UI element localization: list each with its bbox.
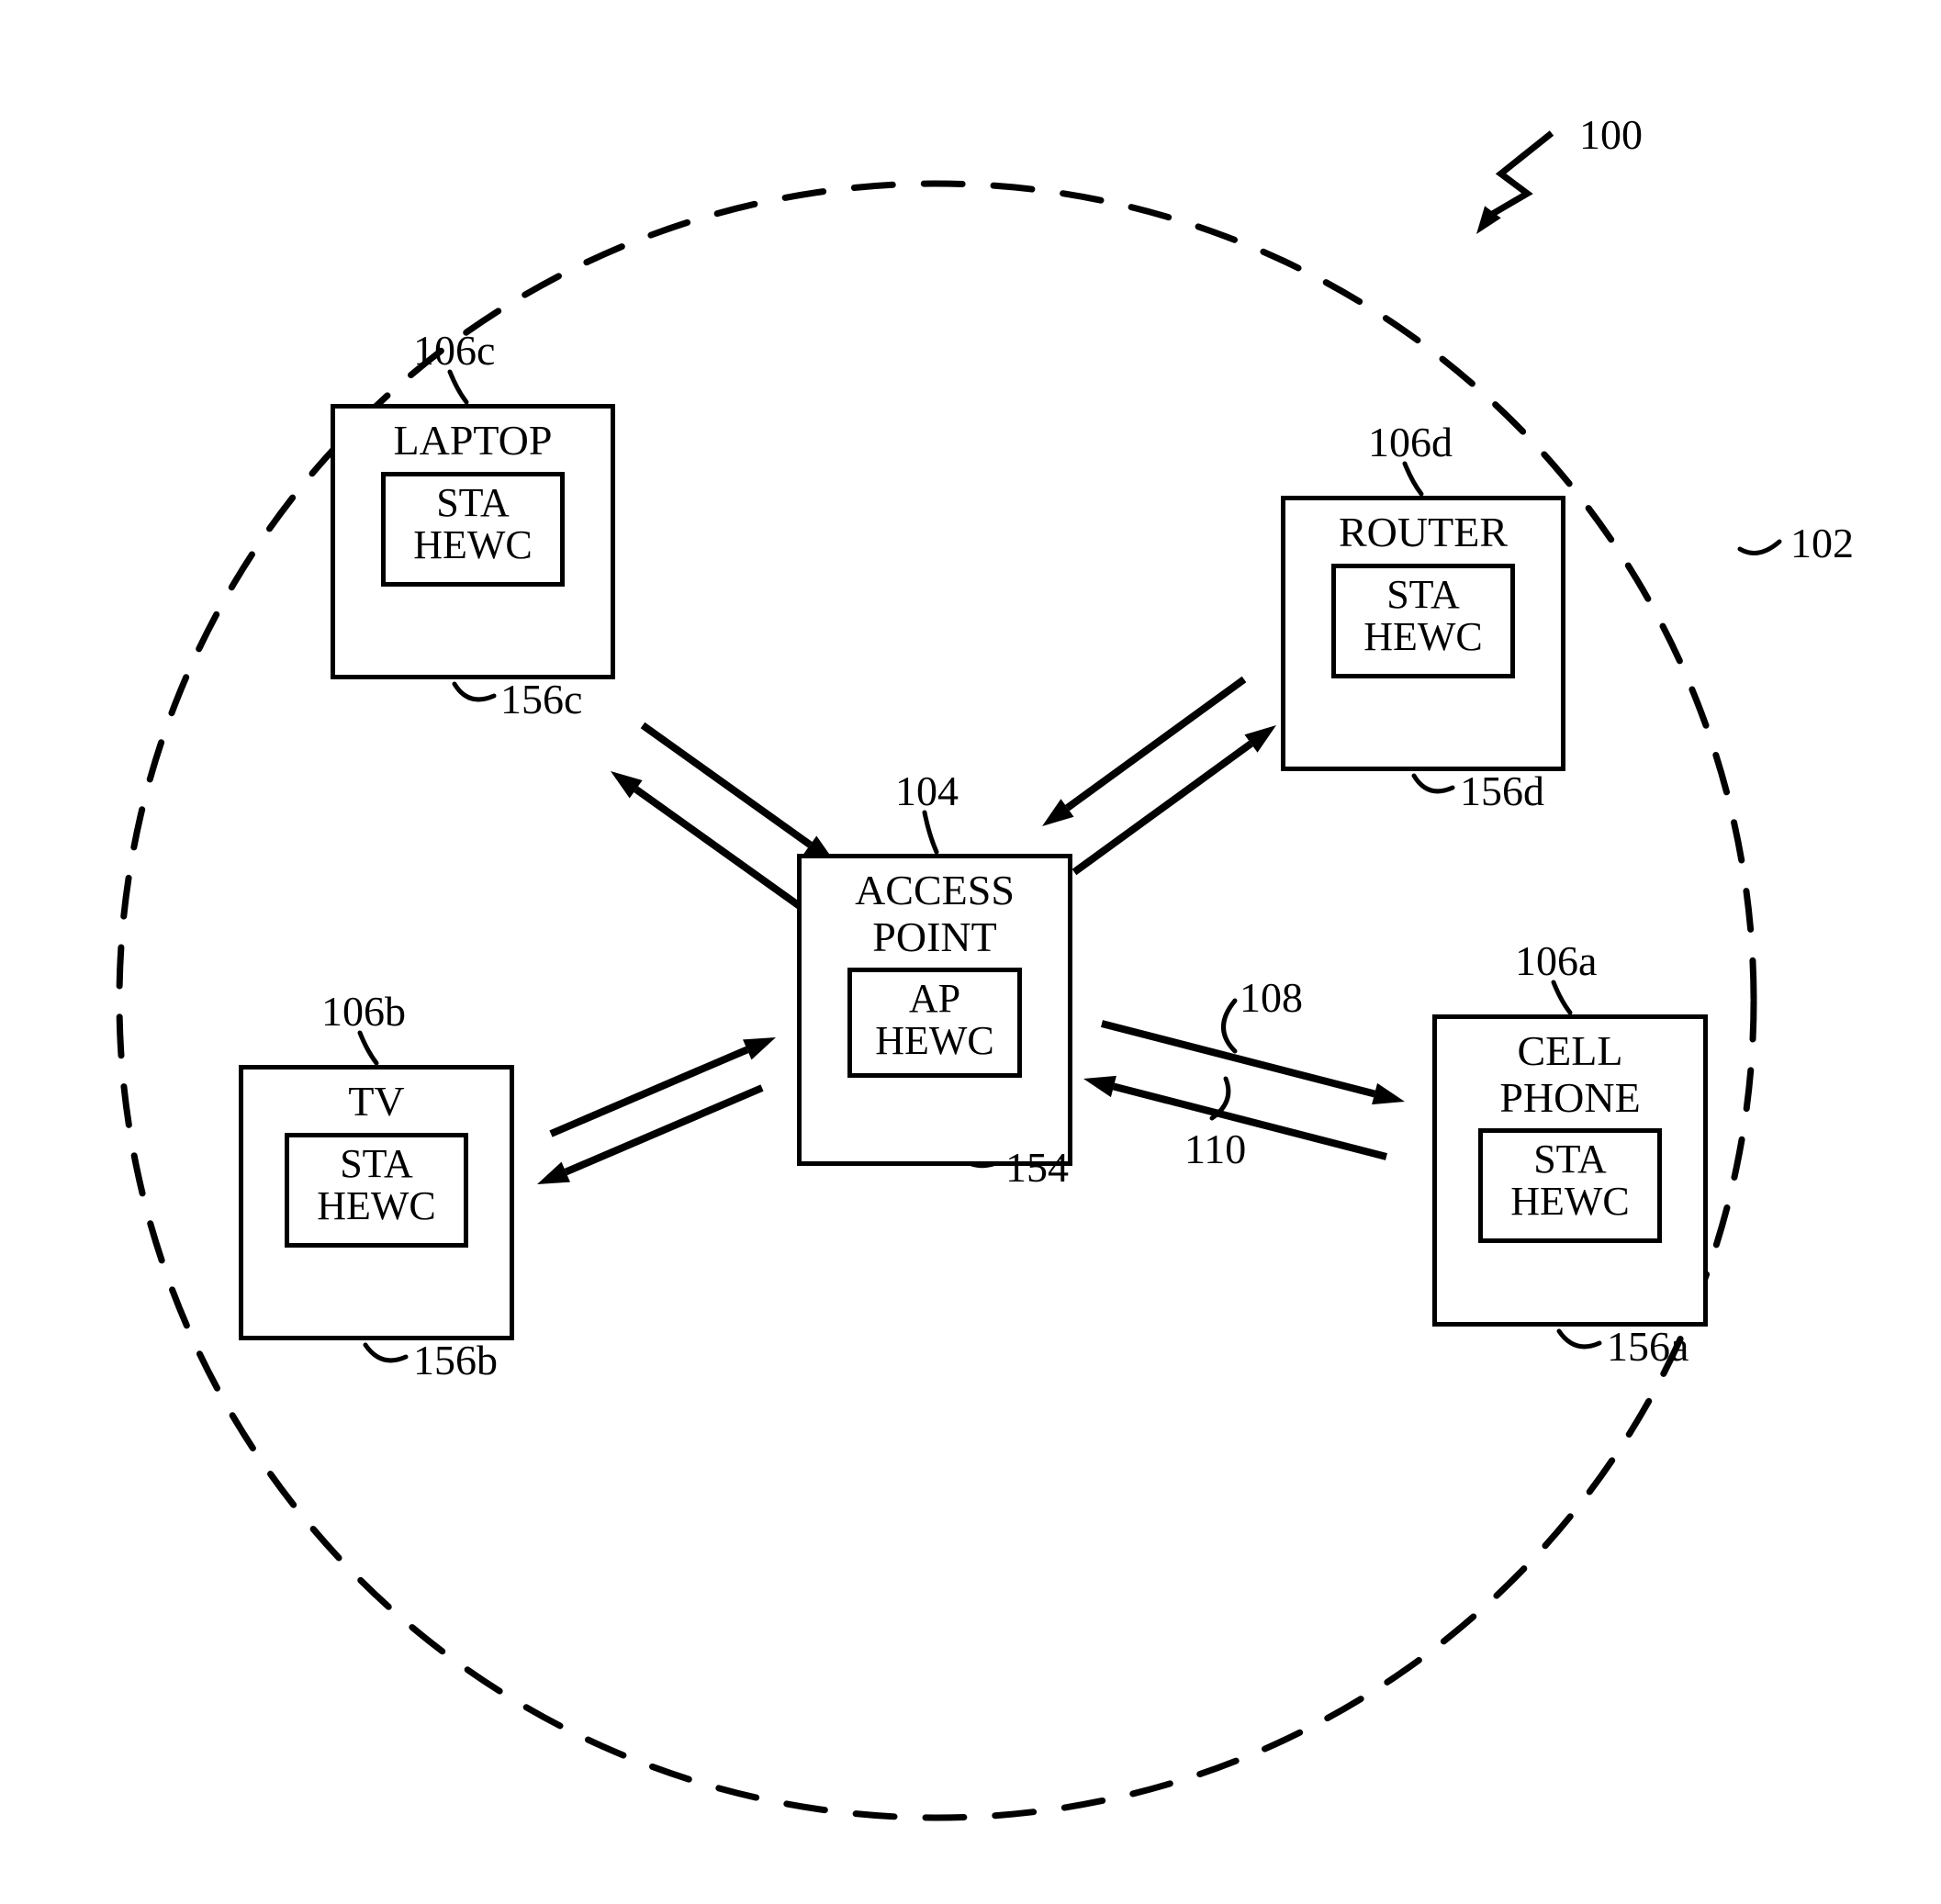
node-title-router: ROUTER <box>1285 510 1561 556</box>
ref-106d: 106d <box>1368 418 1453 466</box>
inner-text-router: STAHEWC <box>1345 574 1501 658</box>
inner-text-cell: STAHEWC <box>1492 1138 1648 1223</box>
node-title-tv: TV <box>243 1079 510 1126</box>
node-laptop: LAPTOP STAHEWC <box>331 404 615 679</box>
ref-104: 104 <box>895 767 959 815</box>
inner-box-router: STAHEWC <box>1331 564 1515 678</box>
ref-110: 110 <box>1184 1125 1246 1173</box>
node-title-ap: ACCESSPOINT <box>802 868 1068 960</box>
ref-100: 100 <box>1579 110 1643 159</box>
node-cell-phone: CELLPHONE STAHEWC <box>1432 1014 1708 1327</box>
ref-154: 154 <box>1005 1143 1069 1192</box>
ref-156c: 156c <box>500 675 582 723</box>
ref-106a: 106a <box>1515 936 1597 985</box>
inner-text-ap: APHEWC <box>861 978 1008 1062</box>
inner-text-laptop: STAHEWC <box>395 482 551 566</box>
inner-box-ap: APHEWC <box>847 968 1022 1078</box>
ref-106c: 106c <box>413 326 495 375</box>
node-title-cell: CELLPHONE <box>1437 1028 1703 1121</box>
inner-box-tv: STAHEWC <box>285 1133 468 1248</box>
ref-156d: 156d <box>1460 767 1544 815</box>
ref-156a: 156a <box>1607 1322 1689 1371</box>
node-tv: TV STAHEWC <box>239 1065 514 1340</box>
node-access-point: ACCESSPOINT APHEWC <box>797 854 1072 1166</box>
node-router: ROUTER STAHEWC <box>1281 496 1565 771</box>
ref-102: 102 <box>1790 519 1854 567</box>
ref-156b: 156b <box>413 1336 498 1384</box>
ref-106b: 106b <box>321 987 406 1036</box>
inner-box-laptop: STAHEWC <box>381 472 565 587</box>
diagram-stage: 100 102 ACCESSPOINT APHEWC 104 154 LAPTO… <box>0 0 1941 1904</box>
inner-text-tv: STAHEWC <box>298 1143 454 1227</box>
inner-box-cell: STAHEWC <box>1478 1128 1662 1243</box>
node-title-laptop: LAPTOP <box>335 418 611 465</box>
ref-108: 108 <box>1240 973 1303 1022</box>
